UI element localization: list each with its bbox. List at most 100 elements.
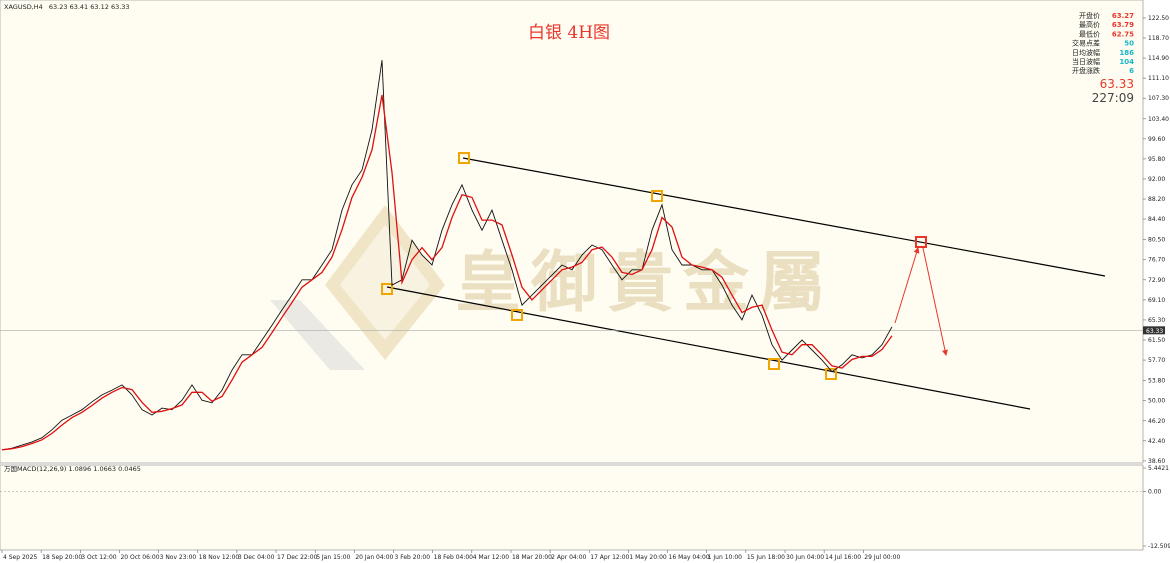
x-tick-label: 14 Jul 16:00 <box>825 554 861 561</box>
pivot <box>511 309 523 321</box>
x-tick-label: 2 Apr 04:00 <box>551 554 586 561</box>
macd-value: 0.0465 <box>118 465 141 473</box>
pivot <box>825 368 837 380</box>
macd-tick-label: 0.00 <box>1148 489 1162 496</box>
x-tick-label: 18 Nov 12:00 <box>199 554 240 561</box>
x-tick-label: 16 May 04:00 <box>669 554 710 561</box>
macd-value: 1.0663 <box>93 465 116 473</box>
big-price: 63.33 <box>1100 77 1134 91</box>
info-label: 开盘价 <box>1079 11 1100 20</box>
pivot <box>651 190 663 202</box>
close: 63.33 <box>111 3 130 11</box>
target-marker <box>915 236 927 248</box>
macd-value: 1.0896 <box>68 465 91 473</box>
y-tick-label: 80.50 <box>1148 237 1165 244</box>
main-panel <box>0 0 1144 464</box>
info-value: 63.27 <box>1112 12 1134 20</box>
macd-tick-label: 5.4421 <box>1148 465 1169 472</box>
y-tick-label: 107.30 <box>1148 95 1169 102</box>
info-label: 日均波幅 <box>1072 48 1100 57</box>
y-tick-label: 118.70 <box>1148 35 1169 42</box>
y-tick-label: 53.80 <box>1148 378 1165 385</box>
x-tick-label: 3 Feb 20:00 <box>395 554 431 561</box>
x-tick-label: 3 Dec 04:00 <box>238 554 275 561</box>
y-tick-label: 69.10 <box>1148 297 1165 304</box>
x-tick-label: 5 Jan 15:00 <box>316 554 350 561</box>
x-tick-label: 20 Oct 06:00 <box>120 554 159 561</box>
y-tick-label: 57.70 <box>1148 357 1165 364</box>
high: 63.41 <box>70 3 89 11</box>
macd-label: 万国MACD(12,26,9) 1.0896 1.0663 0.0465 <box>4 465 141 473</box>
y-tick-label: 65.30 <box>1148 317 1165 324</box>
y-tick-label: 42.40 <box>1148 438 1165 445</box>
low: 63.12 <box>90 3 109 11</box>
y-tick-label: 114.90 <box>1148 55 1169 62</box>
forecast-arrow <box>922 247 948 356</box>
x-tick-label: 18 Mar 20:00 <box>512 554 552 561</box>
info-value: 63.79 <box>1112 21 1134 29</box>
info-label: 最高价 <box>1079 20 1100 29</box>
x-tick-label: 17 Apr 12:00 <box>590 554 629 561</box>
symbol-line: XAGUSD,H4 63.23 63.41 63.12 63.33 <box>4 3 130 11</box>
countdown: 227:09 <box>1092 91 1134 105</box>
x-tick-label: 30 Jun 04:00 <box>786 554 824 561</box>
logo-inner <box>340 225 430 340</box>
y-tick-label: 84.40 <box>1148 216 1165 223</box>
y-tick-label: 46.20 <box>1148 418 1165 425</box>
macd-panel <box>0 464 1144 551</box>
info-value: 186 <box>1119 49 1134 57</box>
info-label: 当日波幅 <box>1072 57 1100 66</box>
info-value: 50 <box>1124 40 1134 48</box>
price-tag <box>1143 326 1165 335</box>
x-tick-label: 29 Jul 00:00 <box>864 554 900 561</box>
info-label: 交易点差 <box>1072 39 1100 48</box>
logo-shadow <box>270 300 365 370</box>
info-value: 6 <box>1129 67 1134 75</box>
x-tick-label: 1 May 20:00 <box>629 554 667 561</box>
y-tick-label: 95.80 <box>1148 156 1165 163</box>
x-tick-label: 3 Oct 12:00 <box>81 554 116 561</box>
x-tick-label: 20 Jan 04:00 <box>355 554 393 561</box>
y-tick-label: 122.50 <box>1148 15 1169 22</box>
forecast-arrow <box>894 247 920 324</box>
pivot <box>458 152 470 164</box>
y-tick-label: 92.00 <box>1148 176 1165 183</box>
macd-tick-label: -12.5098 <box>1148 543 1170 550</box>
symbol: XAGUSD,H4 <box>4 3 43 11</box>
y-tick-label: 38.60 <box>1148 458 1165 465</box>
y-tick-label: 103.40 <box>1148 116 1169 123</box>
pivot-markers <box>381 152 837 380</box>
y-tick-label: 72.90 <box>1148 277 1165 284</box>
y-tick-label: 111.10 <box>1148 75 1169 82</box>
price-tag-label: 63.33 <box>1146 328 1163 335</box>
y-tick-label: 50.00 <box>1148 398 1165 405</box>
channel-upper <box>462 157 1106 277</box>
y-tick-label: 88.20 <box>1148 196 1165 203</box>
macd-name: 万国MACD(12,26,9) <box>4 465 66 473</box>
info-value: 104 <box>1119 58 1134 66</box>
x-tick-label: 18 Feb 04:00 <box>434 554 474 561</box>
x-tick-label: 18 Sep 20:00 <box>42 554 82 561</box>
channel-lower <box>386 286 1031 410</box>
y-tick-label: 76.70 <box>1148 257 1165 264</box>
info-label: 最低价 <box>1079 29 1100 38</box>
x-tick-label: 4 Sep 2025 <box>3 554 37 561</box>
x-tick-label: 3 Nov 23:00 <box>160 554 197 561</box>
x-tick-label: 1 Jun 10:00 <box>708 554 742 561</box>
watermark-logo <box>270 205 445 370</box>
info-label: 开盘涨跌 <box>1072 66 1100 75</box>
open: 63.23 <box>49 3 68 11</box>
pivot <box>381 283 393 295</box>
y-tick-label: 61.50 <box>1148 337 1165 344</box>
y-tick-label: 99.60 <box>1148 136 1165 143</box>
chart-title: 白银 4H图 <box>528 23 610 43</box>
ma-line <box>1 94 893 451</box>
x-tick-label: 17 Dec 22:00 <box>277 554 318 561</box>
price-line <box>1 60 893 451</box>
x-tick-label: 15 Jun 18:00 <box>747 554 785 561</box>
pivot <box>768 358 780 370</box>
x-tick-label: 4 Mar 12:00 <box>473 554 509 561</box>
info-value: 62.75 <box>1112 30 1134 38</box>
